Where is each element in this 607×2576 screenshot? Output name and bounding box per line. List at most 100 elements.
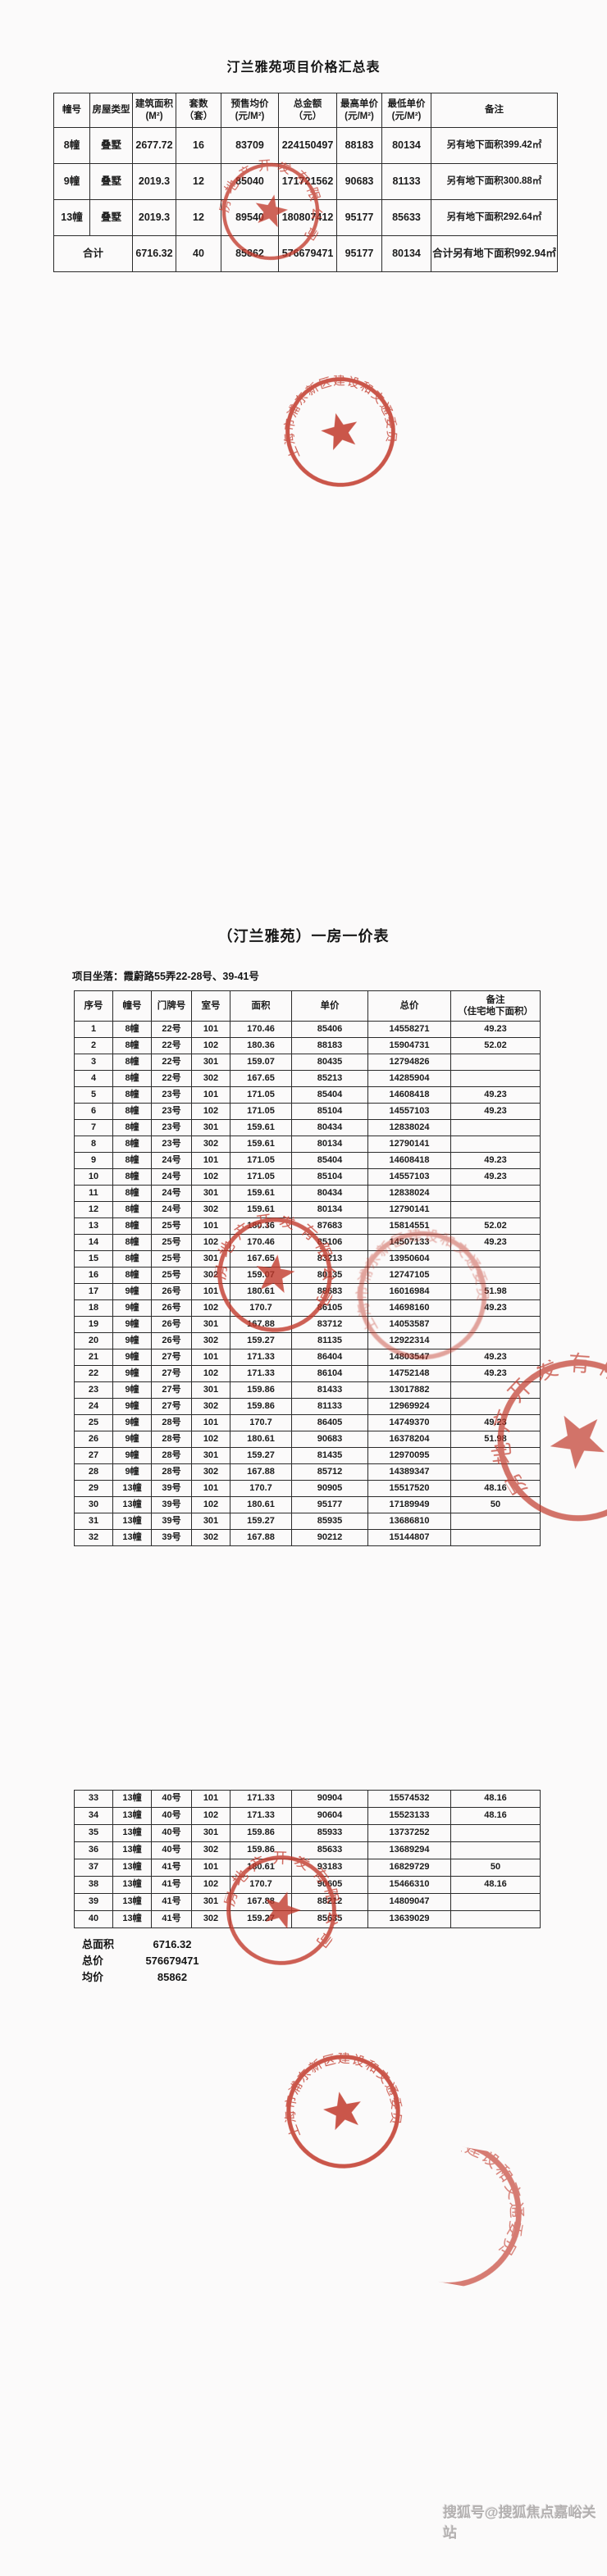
table-cell: 85933 xyxy=(291,1824,368,1842)
table-cell: 27号 xyxy=(151,1349,192,1366)
table-cell: 8幢 xyxy=(112,1168,152,1186)
table-cell: 159.61 xyxy=(230,1185,292,1202)
table-cell: 301 xyxy=(191,1381,230,1399)
table-cell: 16 xyxy=(176,127,221,164)
table-cell: 26号 xyxy=(151,1299,192,1317)
table-cell: 159.27 xyxy=(230,1910,292,1928)
table-cell: 25号 xyxy=(151,1250,192,1268)
average-price-value: 85862 xyxy=(157,1971,188,1983)
table-cell: 22号 xyxy=(151,1070,192,1087)
table-cell: 13737252 xyxy=(367,1824,451,1842)
total-area-label: 总面积 xyxy=(82,1938,115,1950)
table-row: 11 8幢 24号 301 159.61 80434 12838024 xyxy=(74,1185,541,1202)
table-cell: 167.88 xyxy=(230,1529,292,1546)
table-cell: 170.7 xyxy=(230,1414,292,1431)
table-cell: 合计 xyxy=(53,235,133,272)
table-cell: 35 xyxy=(74,1824,113,1842)
table-cell: 40号 xyxy=(151,1790,192,1808)
table-cell: 28号 xyxy=(151,1447,192,1464)
table-cell: 90605 xyxy=(291,1876,368,1894)
table-cell: 8幢 xyxy=(112,1037,152,1054)
table-cell: 27 xyxy=(74,1447,113,1464)
table-row: 1 8幢 22号 101 170.46 85406 14558271 49.23 xyxy=(74,1021,541,1038)
table-cell: 15466310 xyxy=(367,1876,451,1894)
table-cell: 1 xyxy=(74,1021,113,1038)
table-cell: 14608418 xyxy=(367,1152,451,1169)
table-row: 26 9幢 28号 102 180.61 90683 16378204 51.98 xyxy=(74,1431,541,1448)
table-cell: 另有地下面积399.42㎡ xyxy=(431,127,558,164)
table-row: 3 8幢 22号 301 159.07 80435 12794826 xyxy=(74,1054,541,1071)
location-value: 霞蔚路55弄22-28号、39-41号 xyxy=(123,971,259,982)
table-cell: 15523133 xyxy=(367,1807,451,1825)
table-cell: 8幢 xyxy=(112,1267,152,1284)
project-location: 项目坐落：霞蔚路55弄22-28号、39-41号 xyxy=(72,967,259,983)
table-row: 6 8幢 23号 102 171.05 85104 14557103 49.23 xyxy=(74,1103,541,1120)
table-cell: 49.23 xyxy=(450,1299,541,1317)
column-header: 总价 xyxy=(367,990,451,1022)
table-cell: 159.07 xyxy=(230,1054,292,1071)
table-cell: 23 xyxy=(74,1381,113,1399)
table-cell: 302 xyxy=(191,1201,230,1218)
table-cell: 37 xyxy=(74,1859,113,1877)
table-cell: 85935 xyxy=(291,1513,368,1530)
table-cell: 3 xyxy=(74,1054,113,1071)
table-cell: 25号 xyxy=(151,1267,192,1284)
table-cell: 6 xyxy=(74,1103,113,1120)
table-cell: 40号 xyxy=(151,1807,192,1825)
table-cell: 14809047 xyxy=(367,1893,451,1911)
table-cell: 302 xyxy=(191,1910,230,1928)
table-cell: 171.05 xyxy=(230,1168,292,1186)
table-cell: 171.33 xyxy=(230,1365,292,1382)
table-cell: 80434 xyxy=(291,1119,368,1136)
table-cell: 15904731 xyxy=(367,1037,451,1054)
table-cell: 85633 xyxy=(291,1841,368,1859)
column-header: 面积 xyxy=(230,990,292,1022)
table-cell: 301 xyxy=(191,1119,230,1136)
table-cell: 48.16 xyxy=(450,1807,541,1825)
star-icon xyxy=(550,1415,605,1469)
table-cell: 13幢 xyxy=(53,199,90,236)
table-cell: 85635 xyxy=(291,1910,368,1928)
table-row: 18 9幢 26号 102 170.7 86105 14698160 49.23 xyxy=(74,1299,541,1317)
table-cell: 180.61 xyxy=(230,1859,292,1877)
table-cell: 14557103 xyxy=(367,1103,451,1120)
table-cell: 102 xyxy=(191,1234,230,1251)
table-cell: 8幢 xyxy=(112,1136,152,1153)
table-row: 合计 6716.32 40 85862 576679471 95177 80134 合计另有地… xyxy=(53,235,558,272)
watermark: 搜狐号@搜狐焦点嘉峪关站 xyxy=(443,2505,596,2541)
table-cell: 13幢 xyxy=(112,1824,152,1842)
table-cell: 170.7 xyxy=(230,1480,292,1497)
table-cell: 9幢 xyxy=(112,1283,152,1300)
table-cell: 49.23 xyxy=(450,1349,541,1366)
table-cell: 叠墅 xyxy=(89,127,133,164)
table-cell: 102 xyxy=(191,1103,230,1120)
table-cell: 38 xyxy=(74,1876,113,1894)
table-cell: 39号 xyxy=(151,1480,192,1497)
table-cell: 13639029 xyxy=(367,1910,451,1928)
table-cell: 9幢 xyxy=(112,1316,152,1333)
table-cell: 171.05 xyxy=(230,1103,292,1120)
table-cell: 23号 xyxy=(151,1086,192,1104)
table-cell: 14803547 xyxy=(367,1349,451,1366)
table-cell: 9幢 xyxy=(112,1332,152,1349)
column-header: 备注 （住宅地下面积） xyxy=(450,990,541,1022)
table-cell: 8幢 xyxy=(112,1054,152,1071)
table-cell: 170.7 xyxy=(230,1299,292,1317)
column-header: 套数 （套） xyxy=(176,93,221,128)
table-cell: 13幢 xyxy=(112,1529,152,1546)
table-cell: 88212 xyxy=(291,1893,368,1911)
table-cell: 11 xyxy=(74,1185,113,1202)
table-cell: 102 xyxy=(191,1431,230,1448)
table-cell: 49.23 xyxy=(450,1086,541,1104)
table-cell: 159.61 xyxy=(230,1136,292,1153)
table-cell: 8幢 xyxy=(112,1103,152,1120)
table-cell: 85040 xyxy=(221,163,279,200)
table-cell: 49.23 xyxy=(450,1152,541,1169)
table-row: 39 13幢 41号 301 167.88 88212 14809047 xyxy=(74,1893,541,1911)
table-row: 15 8幢 25号 301 167.65 83213 13950604 xyxy=(74,1250,541,1268)
table-cell: 41号 xyxy=(151,1910,192,1928)
table-cell: 8幢 xyxy=(53,127,90,164)
table-cell xyxy=(450,1513,541,1530)
table-cell: 9幢 xyxy=(112,1349,152,1366)
total-price-row: 总价 576679471 xyxy=(82,1953,210,1969)
